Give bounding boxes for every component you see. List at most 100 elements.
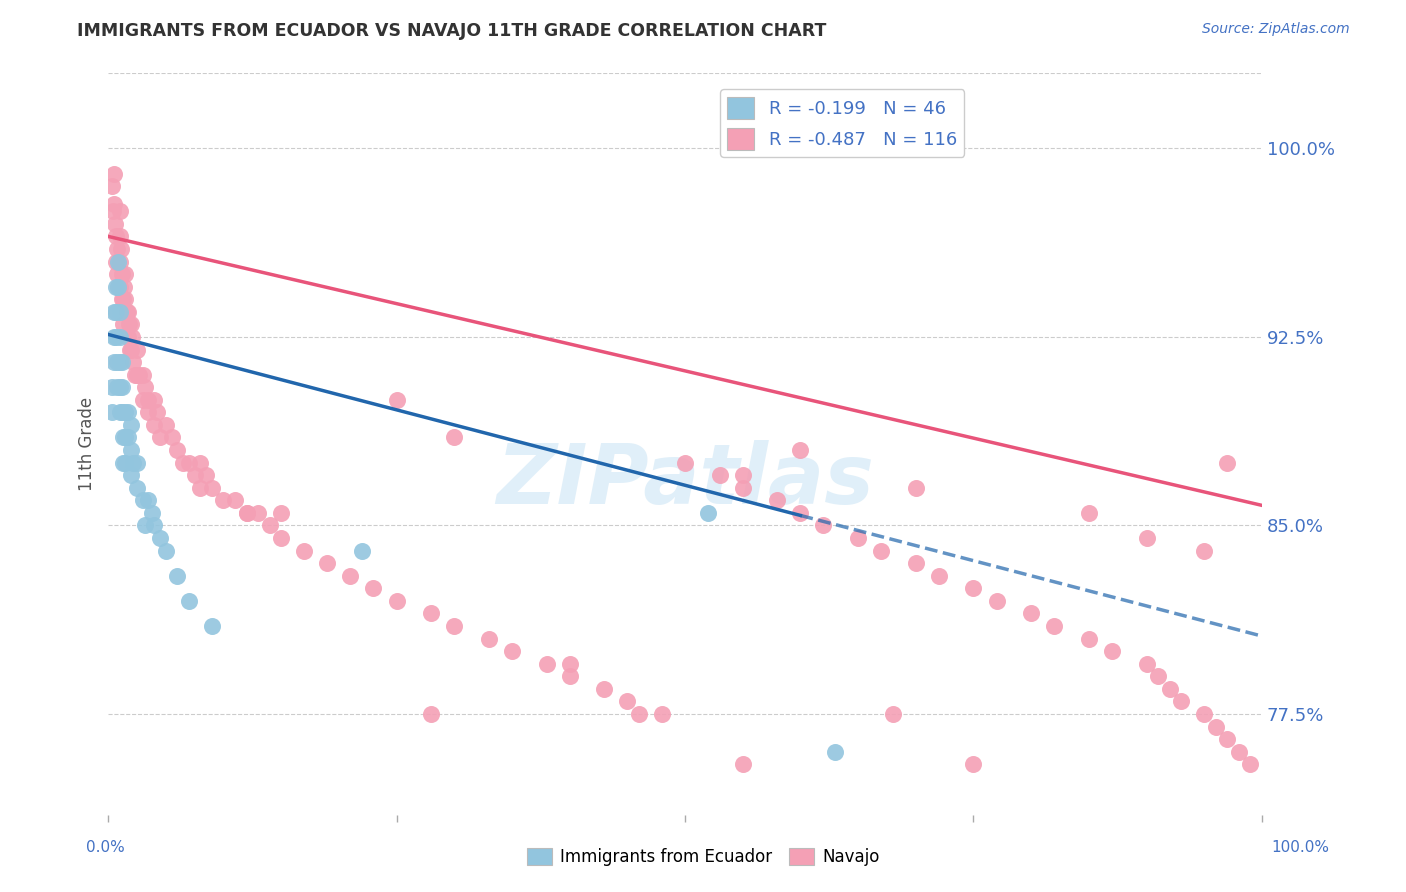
Point: [235, 506, 257, 520]
Point: [1192, 543, 1215, 558]
Text: Source: ZipAtlas.com: Source: ZipAtlas.com: [1202, 22, 1350, 37]
Point: [962, 582, 984, 596]
Point: [125, 481, 148, 495]
Point: [420, 607, 443, 621]
Point: [108, 330, 131, 344]
Point: [107, 279, 129, 293]
Point: [882, 706, 904, 721]
Point: [1077, 632, 1099, 646]
Point: [117, 405, 139, 419]
Point: [731, 481, 754, 495]
Point: [108, 254, 131, 268]
Point: [104, 217, 127, 231]
Point: [316, 556, 339, 570]
Point: [593, 681, 616, 696]
Point: [103, 355, 125, 369]
Point: [766, 493, 789, 508]
Point: [1216, 456, 1239, 470]
Point: [117, 330, 139, 344]
Point: [118, 318, 141, 332]
Point: [1135, 657, 1157, 671]
Point: [125, 456, 148, 470]
Point: [1192, 706, 1215, 721]
Point: [443, 619, 465, 633]
Point: [616, 694, 638, 708]
Point: [928, 568, 950, 582]
Point: [235, 506, 257, 520]
Point: [270, 531, 292, 545]
Point: [166, 443, 188, 458]
Point: [177, 456, 200, 470]
Point: [108, 279, 131, 293]
Point: [190, 481, 212, 495]
Point: [846, 531, 869, 545]
Point: [201, 619, 224, 633]
Point: [172, 456, 194, 470]
Point: [103, 330, 125, 344]
Point: [350, 543, 373, 558]
Point: [986, 594, 1008, 608]
Point: [107, 254, 129, 268]
Point: [120, 343, 142, 357]
Point: [731, 468, 754, 483]
Point: [1077, 506, 1099, 520]
Point: [120, 443, 142, 458]
Point: [385, 594, 408, 608]
Point: [1239, 757, 1261, 772]
Point: [904, 556, 927, 570]
Point: [558, 657, 581, 671]
Point: [420, 706, 443, 721]
Text: 100.0%: 100.0%: [1271, 840, 1330, 855]
Point: [124, 368, 146, 382]
Point: [114, 430, 136, 444]
Point: [141, 506, 163, 520]
Point: [114, 267, 136, 281]
Point: [108, 229, 131, 244]
Point: [110, 242, 132, 256]
Point: [1227, 745, 1250, 759]
Point: [673, 456, 696, 470]
Point: [112, 292, 135, 306]
Point: [112, 279, 135, 293]
Point: [114, 405, 136, 419]
Point: [134, 380, 156, 394]
Point: [651, 706, 673, 721]
Point: [108, 204, 131, 219]
Point: [1135, 531, 1157, 545]
Point: [101, 204, 124, 219]
Point: [1101, 644, 1123, 658]
Point: [138, 405, 160, 419]
Point: [870, 543, 893, 558]
Point: [160, 430, 183, 444]
Point: [478, 632, 501, 646]
Point: [122, 456, 145, 470]
Point: [789, 443, 811, 458]
Point: [363, 582, 385, 596]
Point: [536, 657, 558, 671]
Y-axis label: 11th Grade: 11th Grade: [79, 397, 96, 491]
Point: [443, 430, 465, 444]
Point: [1216, 732, 1239, 747]
Point: [122, 355, 145, 369]
Point: [149, 531, 172, 545]
Point: [183, 468, 205, 483]
Point: [131, 368, 153, 382]
Point: [627, 706, 650, 721]
Point: [115, 305, 138, 319]
Point: [111, 405, 134, 419]
Point: [105, 229, 128, 244]
Point: [121, 330, 143, 344]
Point: [789, 506, 811, 520]
Point: [904, 481, 927, 495]
Point: [120, 468, 142, 483]
Point: [1205, 720, 1227, 734]
Point: [1147, 669, 1170, 683]
Point: [1170, 694, 1192, 708]
Point: [131, 392, 153, 407]
Point: [962, 757, 984, 772]
Point: [709, 468, 731, 483]
Point: [111, 380, 134, 394]
Point: [190, 456, 212, 470]
Point: [339, 568, 361, 582]
Point: [112, 318, 135, 332]
